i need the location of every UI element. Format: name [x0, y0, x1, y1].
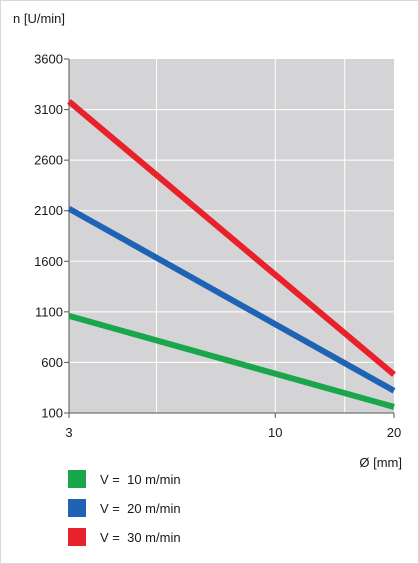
- legend-label-1: V = 10 m/min: [100, 472, 181, 487]
- legend: V = 10 m/min V = 20 m/min V = 30 m/min: [68, 470, 181, 546]
- y-tick-label: 2600: [34, 153, 63, 168]
- series-line-2: [67, 206, 396, 394]
- y-ticks: 3600 3100 2600 2100 1600 1100 600 100: [34, 52, 69, 421]
- axes: [68, 59, 394, 414]
- y-axis-title: n [U/min]: [13, 11, 65, 26]
- x-tick-label: 20: [387, 425, 401, 440]
- x-ticks: 3 10 20: [65, 413, 401, 440]
- legend-swatch-1: [68, 470, 86, 488]
- y-tick-label: 3100: [34, 102, 63, 117]
- legend-swatch-2: [68, 499, 86, 517]
- series-line-3: [67, 99, 396, 377]
- legend-label-3: V = 30 m/min: [100, 530, 181, 545]
- legend-label-2: V = 20 m/min: [100, 501, 181, 516]
- y-tick-label: 2100: [34, 203, 63, 218]
- y-tick-label: 100: [41, 406, 63, 421]
- x-tick-label: 3: [65, 425, 72, 440]
- legend-swatch-3: [68, 528, 86, 546]
- y-tick-label: 1100: [35, 304, 63, 319]
- y-tick-label: 1600: [34, 254, 63, 269]
- x-axis-title: Ø [mm]: [359, 455, 402, 470]
- series-lines: [67, 99, 396, 410]
- x-tick-label: 10: [268, 425, 282, 440]
- series-line-1: [68, 313, 395, 410]
- y-tick-label: 600: [41, 355, 63, 370]
- y-tick-label: 3600: [34, 52, 63, 67]
